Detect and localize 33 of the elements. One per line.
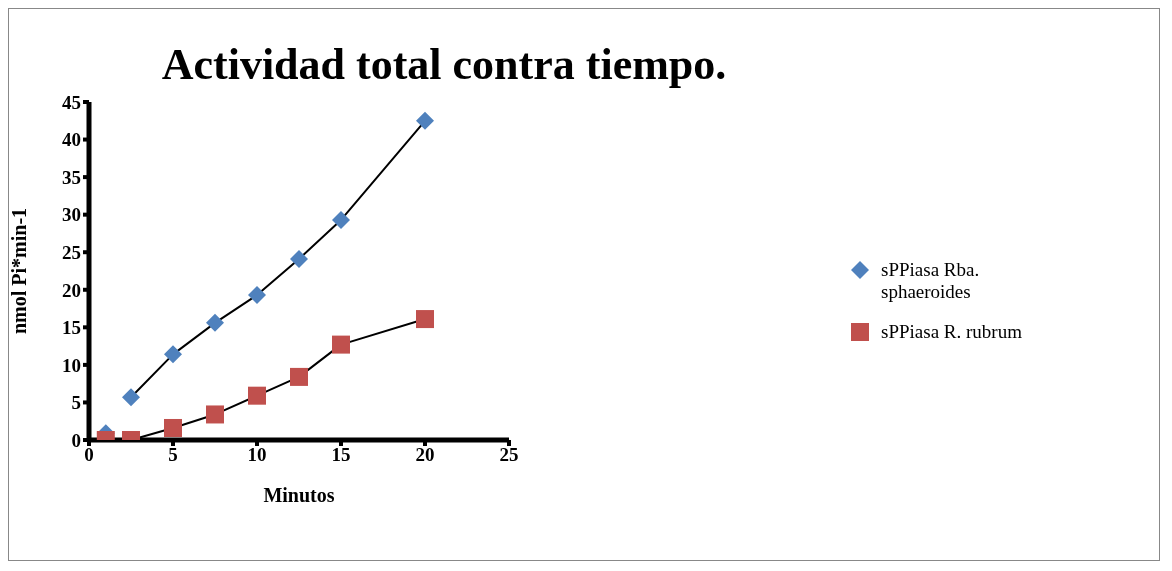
- y-tick-label: 35: [62, 166, 81, 188]
- point: [416, 310, 434, 329]
- point: [164, 345, 182, 364]
- point: [206, 313, 224, 332]
- y-tick-label: 40: [62, 129, 81, 151]
- x-axis-title: Minutos: [263, 484, 335, 506]
- x-tick-label: 25: [499, 444, 519, 466]
- y-tick-label: 15: [62, 317, 81, 339]
- point: [164, 418, 182, 437]
- y-tick-label: 10: [62, 354, 81, 376]
- y-tick-label: 30: [62, 204, 81, 226]
- chart-title: Actividad total contra tiempo.: [160, 39, 728, 90]
- y-axis-title: nmol Pi*min-1: [8, 207, 31, 335]
- y-tick-label: 5: [71, 392, 81, 414]
- point: [122, 388, 140, 407]
- point: [290, 367, 308, 386]
- point: [332, 335, 350, 354]
- x-tick-label: 10: [247, 444, 267, 466]
- point: [290, 249, 308, 268]
- x-tick-label: 5: [168, 444, 178, 466]
- y-tick-label: 45: [62, 91, 81, 113]
- y-tick-label: 20: [62, 279, 81, 301]
- legend-label: sPPiasa Rba. sphaeroides: [881, 259, 981, 303]
- legend-label: sPPiasa R. rubrum: [881, 321, 1022, 343]
- point: [248, 286, 266, 305]
- point: [248, 386, 266, 405]
- y-tick-label: 25: [62, 241, 81, 263]
- x-tick-label: 15: [331, 444, 351, 466]
- point: [332, 210, 350, 229]
- x-tick-label: 20: [415, 444, 435, 466]
- y-tick-label: 0: [71, 429, 81, 451]
- point: [416, 111, 434, 130]
- point: [206, 405, 224, 424]
